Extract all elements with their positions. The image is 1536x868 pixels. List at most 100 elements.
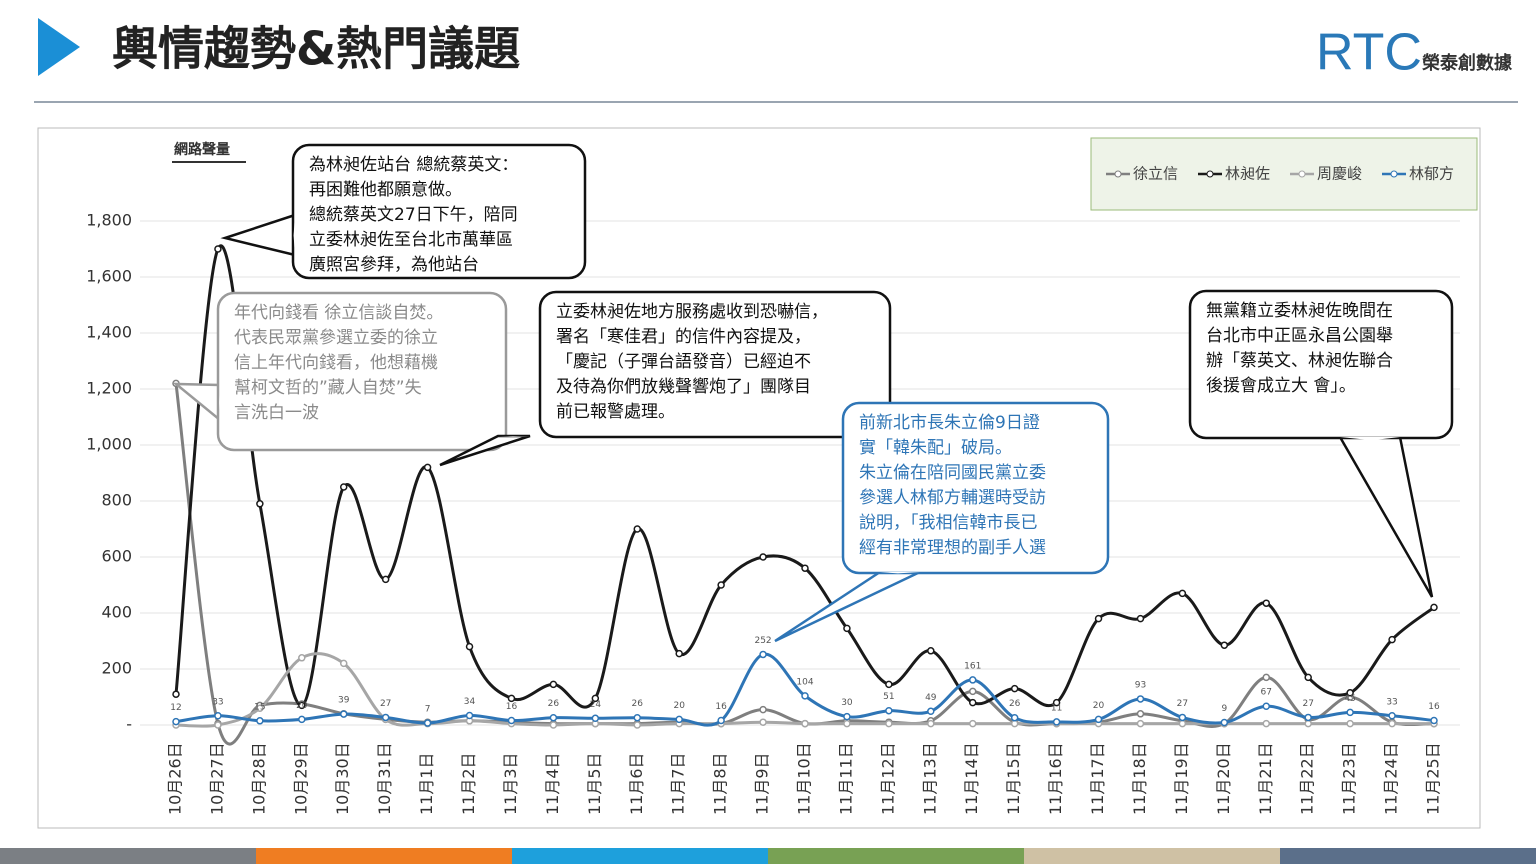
data-point	[1136, 719, 1145, 728]
x-tick-label: 11月1日	[417, 752, 436, 815]
data-point	[1346, 719, 1354, 728]
x-tick-label: 11月8日	[711, 752, 730, 815]
data-point	[1178, 589, 1187, 598]
data-point	[507, 694, 516, 703]
data-point	[1178, 719, 1187, 728]
y-tick-label: 400	[101, 603, 132, 622]
x-tick-label: 11月19日	[1172, 742, 1191, 815]
data-label: 49	[925, 693, 937, 703]
data-point	[1052, 718, 1061, 726]
x-tick-label: 11月23日	[1340, 742, 1359, 815]
callout-text: 信上年代向錢看，他想藉機	[234, 353, 438, 373]
data-label: 11	[1051, 703, 1062, 713]
data-label: 16	[506, 702, 518, 712]
data-point	[1388, 712, 1396, 720]
data-point	[298, 715, 306, 724]
y-tick-label: 200	[101, 659, 132, 678]
data-point	[1304, 713, 1312, 722]
data-point	[256, 717, 264, 725]
callout-text: 台北市中正區永昌公園舉	[1206, 326, 1393, 346]
data-label: 27	[1177, 699, 1188, 709]
data-point	[759, 553, 767, 561]
data-point	[968, 687, 977, 696]
x-tick-label: 10月27日	[207, 742, 226, 815]
data-point	[675, 715, 683, 724]
data-point	[633, 721, 642, 729]
data-point	[759, 705, 767, 714]
data-label: 12	[170, 703, 181, 713]
callout-text: 朱立倫在陪同國民黨立委	[859, 463, 1046, 483]
data-label: 24	[590, 700, 602, 710]
callout-text: 代表民眾黨參選立委的徐立	[234, 328, 438, 348]
footer-stripes	[0, 848, 1536, 864]
data-label: 20	[673, 701, 685, 711]
data-point	[214, 721, 222, 729]
data-point	[927, 647, 935, 655]
x-tick-label: 10月26日	[166, 742, 185, 815]
x-tick-label: 11月6日	[627, 752, 646, 815]
data-point	[172, 690, 180, 698]
x-tick-label: 11月25日	[1424, 742, 1443, 815]
callout-text: 前新北市長朱立倫9日證	[859, 413, 1040, 433]
data-point	[1346, 708, 1354, 717]
y-tick-label: 1,800	[86, 211, 132, 230]
callout-join	[880, 572, 920, 574]
data-point	[214, 245, 222, 253]
data-point	[298, 654, 306, 662]
data-label: 20	[296, 701, 308, 711]
data-label: 16	[715, 702, 727, 712]
data-point	[801, 692, 809, 700]
data-label: 26	[548, 699, 560, 709]
data-point	[885, 719, 893, 728]
data-point	[759, 650, 767, 659]
y-axis-label: 網路聲量	[174, 141, 230, 158]
callout-text: 立委林昶佐地方服務處收到恐嚇信，	[556, 302, 828, 322]
data-label: 45	[1344, 694, 1355, 704]
data-label: 39	[338, 696, 350, 706]
data-point	[675, 649, 683, 658]
x-tick-label: 11月12日	[878, 742, 897, 815]
data-point	[339, 659, 348, 668]
callout-text: 年代向錢看 徐立信談自焚。	[234, 303, 443, 323]
data-point	[549, 721, 558, 729]
x-tick-label: 11月7日	[669, 752, 688, 815]
data-label: 33	[212, 697, 223, 707]
data-point	[1052, 698, 1061, 707]
data-point	[1010, 713, 1019, 722]
x-tick-label: 11月20日	[1214, 742, 1233, 815]
title-arrow	[38, 18, 80, 76]
data-label: 26	[1009, 699, 1021, 709]
data-point	[256, 704, 264, 712]
callout-box	[1188, 289, 1454, 440]
y-tick-label: 1,600	[86, 267, 132, 286]
callout-text: 署名「寒佳君」的信件內容提及，	[556, 327, 811, 347]
data-point	[968, 676, 977, 684]
callout-text: 前已報警處理。	[556, 402, 675, 422]
data-point	[381, 713, 390, 722]
x-tick-label: 11月22日	[1298, 742, 1317, 815]
x-tick-label: 11月9日	[753, 752, 772, 815]
x-tick-label: 11月13日	[920, 742, 939, 815]
data-point	[1262, 719, 1271, 728]
callout-join	[219, 385, 220, 420]
x-tick-label: 11月17日	[1088, 742, 1107, 815]
data-label: 7	[425, 705, 431, 715]
data-point	[633, 525, 642, 533]
data-label: 252	[754, 636, 771, 646]
data-point	[927, 707, 935, 716]
callout-text: 為林昶佐站台 總統蔡英文：	[309, 155, 518, 175]
x-tick-label: 11月21日	[1256, 742, 1275, 815]
y-tick-label: 1,200	[86, 379, 132, 398]
data-label: 15	[254, 702, 265, 712]
data-point	[968, 698, 977, 707]
callout-text: 及待為你們放幾聲響炮了」團隊目	[556, 377, 811, 397]
x-tick-label: 11月2日	[459, 752, 478, 815]
data-point	[1136, 695, 1145, 703]
data-point	[1010, 684, 1019, 693]
callout-box	[216, 291, 508, 452]
data-point	[968, 719, 977, 728]
data-point	[885, 680, 893, 689]
y-tick-label: 600	[101, 547, 132, 566]
